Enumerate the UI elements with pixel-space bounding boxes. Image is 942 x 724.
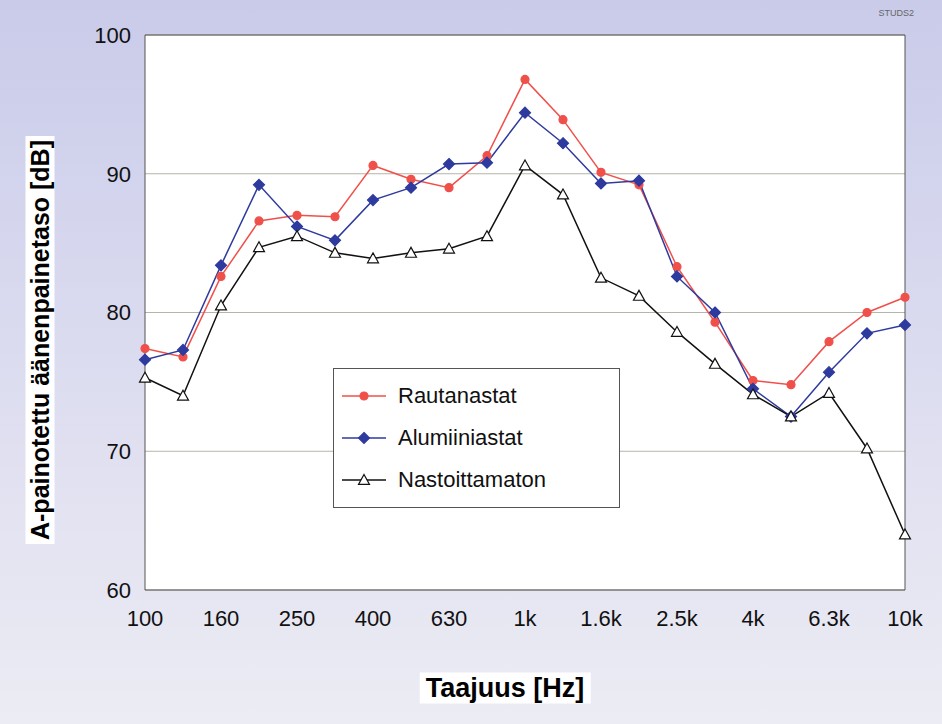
svg-text:70: 70 [107, 439, 131, 464]
svg-text:60: 60 [107, 578, 131, 603]
svg-text:160: 160 [203, 606, 240, 631]
svg-text:1.6k: 1.6k [580, 606, 623, 631]
html-text:Taajuus [Hz]: Taajuus [Hz] [425, 672, 585, 703]
svg-text:400: 400 [355, 606, 392, 631]
html-text:A-painotettu äänenpainetaso [d: A-painotettu äänenpainetaso [dB] [25, 140, 54, 540]
svg-text:1k: 1k [513, 606, 537, 631]
svg-text:10k: 10k [887, 606, 923, 631]
svg-text:630: 630 [431, 606, 468, 631]
html-text:Alumiiniastat: Alumiiniastat [398, 425, 523, 450]
html-text:Rautanastat: Rautanastat [398, 383, 517, 408]
svg-text:80: 80 [107, 300, 131, 325]
svg-text:100: 100 [94, 23, 131, 48]
svg-text:100: 100 [127, 606, 164, 631]
html-text:Nastoittamaton: Nastoittamaton [398, 467, 546, 492]
svg-text:90: 90 [107, 162, 131, 187]
svg-text:250: 250 [279, 606, 316, 631]
svg-text:4k: 4k [741, 606, 765, 631]
html-text:STUDS2: STUDS2 [878, 8, 914, 18]
svg-text:6.3k: 6.3k [808, 606, 851, 631]
svg-text:2.5k: 2.5k [656, 606, 699, 631]
